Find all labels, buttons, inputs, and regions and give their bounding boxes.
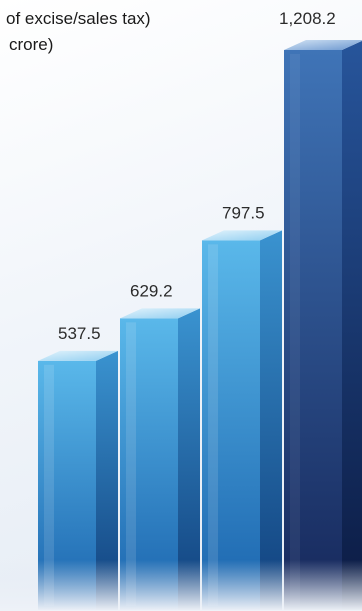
bar-2-highlight: [126, 322, 136, 606]
bar-1-side: [96, 350, 118, 610]
value-label-3: 797.5: [222, 203, 265, 222]
bar-1-top: [38, 350, 118, 361]
bar-3: [202, 230, 282, 611]
bar-2-side: [178, 308, 200, 610]
bar-3-side: [260, 230, 282, 611]
bar-3-top: [202, 230, 282, 241]
chart-title-line-1: of excise/sales tax): [6, 9, 151, 28]
bar-4: [284, 40, 362, 610]
chart-title: of excise/sales tax) crore): [0, 6, 151, 58]
chart-title-line-2: crore): [9, 35, 54, 54]
bar-1-highlight: [44, 364, 54, 606]
value-label-1: 537.5: [58, 324, 101, 343]
value-label-2: 629.2: [130, 281, 173, 300]
bar-3-highlight: [208, 244, 218, 607]
bar-4-front: [284, 50, 342, 610]
value-labels-group: 537.5 629.2 797.5 1,208.2: [58, 9, 336, 343]
bar-2-top: [120, 308, 200, 319]
value-label-4: 1,208.2: [279, 9, 336, 28]
floor-fade: [0, 560, 362, 611]
bar-4-side: [342, 40, 362, 610]
bar-4-top: [284, 40, 362, 50]
bar-3-front: [202, 240, 260, 611]
bar-4-highlight: [290, 54, 300, 606]
